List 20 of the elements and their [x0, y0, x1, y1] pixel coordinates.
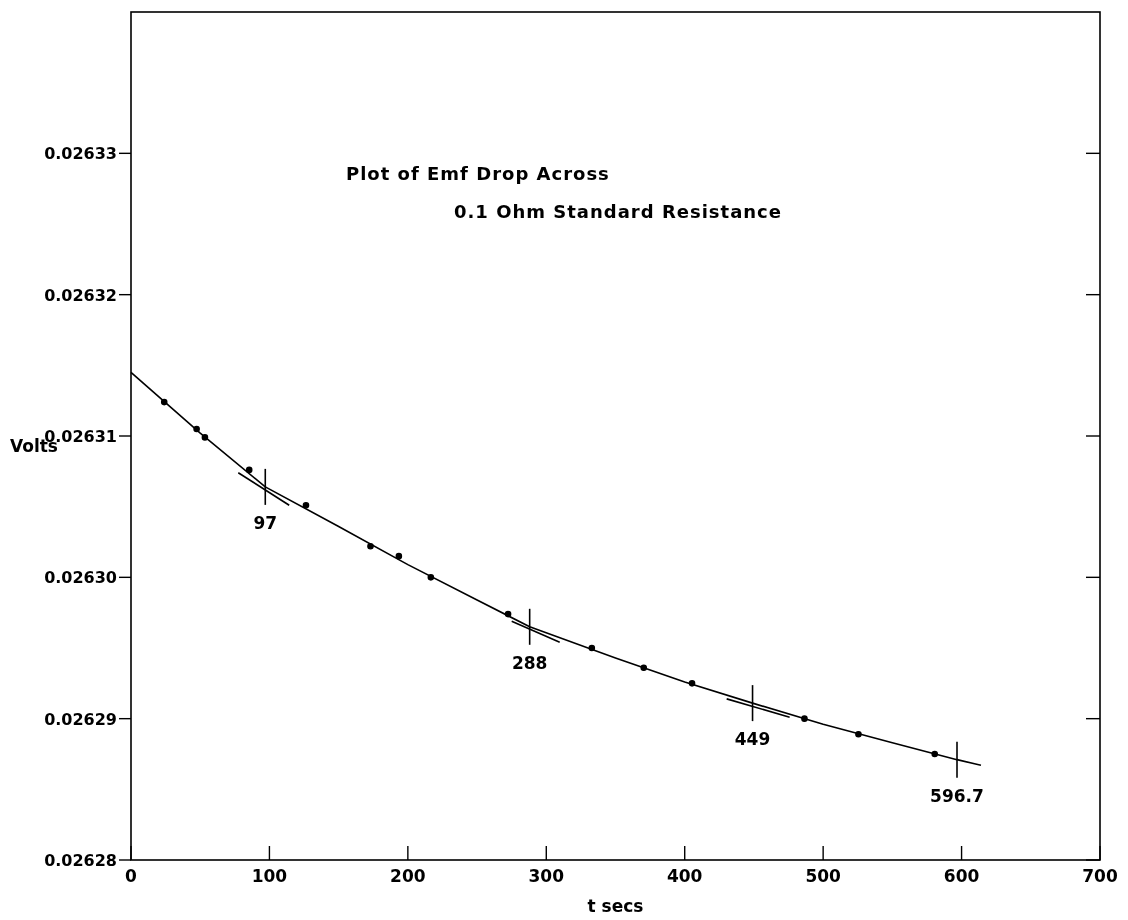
y-tick-label: 0.02630	[44, 568, 117, 588]
x-tick-label: 200	[390, 866, 426, 886]
x-tick-label: 400	[666, 866, 703, 886]
x-tick-label: 0	[125, 866, 138, 886]
x-tick-label: 600	[943, 866, 980, 886]
text: 0.1 Ohm Standard Resistance	[454, 201, 782, 222]
x-tick-label: 100	[251, 866, 288, 886]
annotation: 97	[253, 512, 278, 533]
x-tick-label: 700	[1082, 866, 1118, 886]
y-tick-label: 0.02629	[44, 709, 117, 729]
x-tick-label: 500	[805, 866, 842, 886]
annotation: 596.7	[930, 785, 984, 806]
x-axis-title: t secs	[587, 896, 644, 916]
x-tick-label: 300	[528, 866, 565, 886]
annotation: 288	[511, 652, 548, 673]
y-tick-label: 0.02633	[44, 144, 117, 164]
y-tick-label: 0.02628	[44, 851, 117, 870]
annotation: 449	[734, 729, 771, 750]
y-tick-label: 0.02632	[44, 285, 117, 305]
text: Plot of Emf Drop Across	[346, 163, 610, 184]
